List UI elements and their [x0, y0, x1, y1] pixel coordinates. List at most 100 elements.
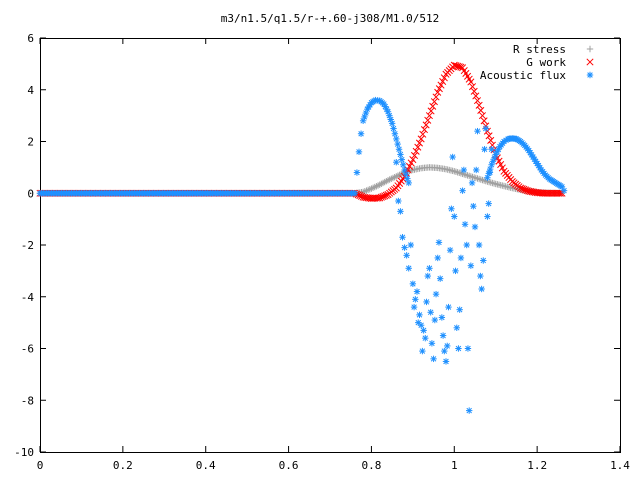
g-work-point: [424, 116, 432, 124]
g-work-point: [415, 139, 424, 147]
g-work-point: [498, 164, 506, 172]
acoustic-flux-point: [558, 183, 566, 190]
acoustic-flux-point: [430, 355, 437, 363]
acoustic-flux-point: [459, 187, 466, 194]
acoustic-flux-point: [401, 166, 408, 174]
g-work-point: [434, 88, 442, 96]
acoustic-flux-point: [355, 148, 363, 156]
g-work-point: [419, 130, 427, 138]
x-tick-label: 0.6: [279, 459, 299, 472]
acoustic-flux-point: [420, 327, 427, 334]
x-tick-label: 0.8: [361, 459, 381, 472]
acoustic-flux-point: [427, 309, 434, 316]
r-stress-point: [452, 168, 460, 175]
acoustic-flux-point: [395, 146, 403, 153]
acoustic-flux-point: [441, 347, 448, 355]
r-stress-point: [454, 169, 461, 176]
g-work-point: [407, 159, 415, 167]
acoustic-flux-point: [446, 246, 454, 254]
r-stress-point: [456, 169, 463, 177]
acoustic-flux-point: [461, 221, 469, 228]
acoustic-flux-point: [444, 342, 451, 350]
acoustic-flux-point: [397, 208, 404, 215]
g-work-point: [422, 121, 430, 129]
g-work-point: [439, 77, 447, 86]
acoustic-flux-point: [488, 146, 495, 153]
y-tick-label: -6: [21, 343, 34, 356]
acoustic-flux-point: [403, 252, 410, 259]
y-tick-label: 6: [27, 32, 34, 45]
acoustic-flux-point: [404, 175, 411, 182]
acoustic-flux-point: [409, 280, 417, 288]
acoustic-flux-point: [466, 407, 473, 414]
legend-marker: [586, 71, 594, 79]
g-work-point: [417, 135, 425, 143]
g-work-point: [475, 101, 483, 109]
acoustic-flux-point: [442, 358, 450, 365]
r-stress-point: [467, 173, 475, 180]
acoustic-flux-point: [426, 265, 433, 272]
acoustic-flux-point: [481, 146, 488, 153]
acoustic-flux-point: [417, 322, 425, 329]
chart-title: m3/n1.5/q1.5/r-+.60-j308/M1.0/512: [221, 12, 440, 25]
acoustic-flux-point: [455, 345, 462, 352]
acoustic-flux-point: [393, 159, 400, 166]
g-work-point: [405, 162, 414, 170]
g-work-point: [427, 107, 435, 115]
acoustic-flux-point: [437, 275, 444, 282]
g-work-point: [435, 85, 443, 93]
g-work-point: [429, 102, 437, 110]
acoustic-flux-point: [357, 130, 365, 137]
acoustic-flux-point: [353, 169, 361, 176]
acoustic-flux-point: [484, 213, 491, 220]
acoustic-flux-point: [407, 241, 414, 249]
acoustic-flux-point: [473, 166, 480, 174]
g-work-point: [409, 156, 417, 164]
acoustic-flux-point: [405, 265, 412, 272]
acoustic-flux-point: [394, 140, 401, 148]
r-stress-point: [474, 175, 481, 182]
acoustic-flux-point: [439, 332, 447, 339]
acoustic-flux-point: [401, 244, 408, 251]
acoustic-flux-point: [405, 179, 412, 187]
series-layer: [36, 61, 568, 414]
g-work-point: [468, 83, 477, 91]
g-work-point: [382, 191, 390, 199]
acoustic-flux-point: [457, 254, 465, 262]
acoustic-flux-point: [410, 303, 418, 311]
acoustic-flux-point: [438, 314, 446, 321]
acoustic-flux-point: [474, 127, 481, 135]
acoustic-flux-point: [456, 306, 463, 313]
y-tick-label: -8: [21, 394, 34, 407]
acoustic-flux-point: [397, 151, 404, 158]
g-work-point: [497, 160, 505, 169]
series-acoustic-flux: [36, 96, 568, 414]
acoustic-flux-point: [448, 205, 455, 212]
acoustic-flux-point: [464, 345, 472, 352]
y-tick-label: -10: [14, 446, 34, 459]
legend-label: R stress: [513, 43, 566, 56]
g-work-point: [432, 93, 440, 101]
acoustic-flux-point: [431, 316, 439, 324]
acoustic-flux-point: [413, 288, 421, 295]
acoustic-flux-point: [393, 135, 400, 143]
acoustic-flux-point: [416, 311, 423, 319]
r-stress-point: [475, 175, 483, 183]
acoustic-flux-point: [471, 223, 479, 231]
g-work-point: [478, 112, 487, 120]
x-tick-label: 1.2: [527, 459, 547, 472]
r-stress-point: [472, 174, 480, 182]
acoustic-flux-point: [399, 234, 406, 241]
acoustic-flux-point: [423, 298, 430, 306]
g-work-point: [480, 117, 488, 125]
acoustic-flux-point: [475, 241, 483, 249]
legend-marker: [586, 45, 594, 53]
y-tick-label: 4: [27, 84, 34, 97]
acoustic-flux-point: [412, 296, 419, 303]
legend-label: Acoustic flux: [480, 69, 566, 82]
acoustic-flux-point: [434, 254, 441, 262]
g-work-point: [473, 97, 482, 105]
acoustic-flux-point: [477, 272, 484, 280]
acoustic-flux-point: [445, 303, 452, 311]
